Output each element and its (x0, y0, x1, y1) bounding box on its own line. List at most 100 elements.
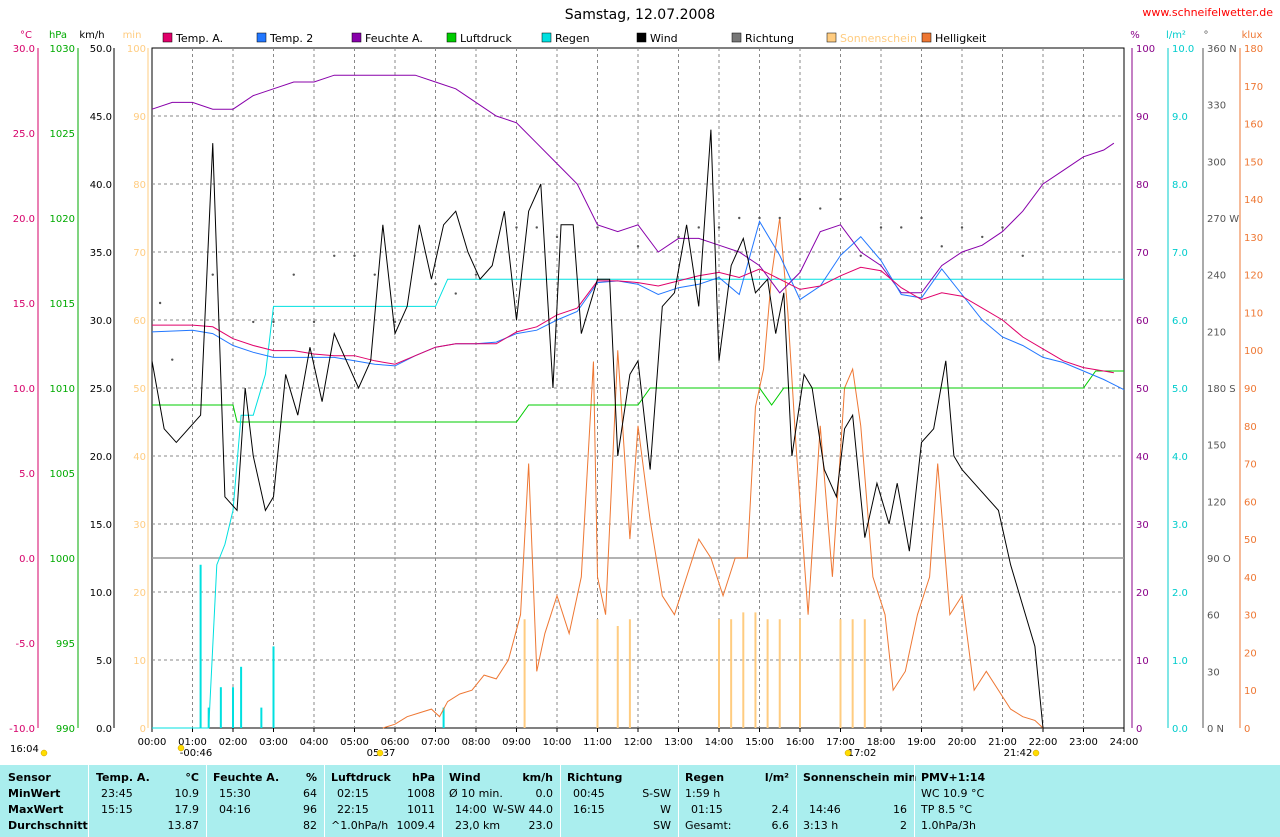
dir-axis-tick-label: 90 O (1207, 554, 1231, 565)
direction-point (960, 226, 964, 229)
direction-point (920, 216, 923, 220)
legend-label: Temp. 2 (269, 32, 313, 45)
time-tick-label: 00:00 (138, 737, 167, 748)
klux-axis-tick-label: 60 (1244, 497, 1257, 508)
sun-title: Sonnenschein min (803, 771, 917, 784)
klux-axis-tick-label: 40 (1244, 573, 1257, 584)
rain-axis-tick-label: 1.0 (1172, 656, 1188, 667)
legend-item: Regen (541, 32, 590, 45)
legend-swatch (162, 32, 173, 43)
direction-point (636, 245, 640, 248)
legend-item: Luftdruck (446, 32, 512, 45)
time-tick-label: 06:00 (381, 737, 410, 748)
rain-axis-tick-label: 8.0 (1172, 180, 1188, 191)
stats-panel: Sensor MinWert MaxWert Durchschnitt Temp… (0, 765, 1280, 837)
direction-point (555, 235, 559, 239)
min-axis-tick-label: 0 (140, 724, 146, 735)
direction-point (434, 282, 437, 286)
direction-point (879, 226, 883, 229)
chart-title: Samstag, 12.07.2008 (565, 7, 715, 23)
time-tick-label: 14:00 (705, 737, 734, 748)
klux-axis-tick-label: 80 (1244, 422, 1257, 433)
direction-point (353, 254, 356, 257)
legend-label: Sonnenschein (840, 32, 917, 45)
legend-item: Sonnenschein (826, 32, 917, 45)
hpa-axis-tick-label: 995 (56, 639, 75, 650)
direction-point (211, 273, 214, 276)
legend-swatch (921, 32, 932, 43)
klux-axis-tick-label: 130 (1244, 233, 1263, 244)
sun-marker-icon (844, 749, 852, 757)
stats-row-min: MinWert (8, 787, 61, 800)
stats-humid: Feuchte A. % 15:30 64 04:16 96 82 (206, 765, 325, 837)
kmh-axis-tick-label: 5.0 (96, 656, 112, 667)
direction-point (940, 245, 943, 248)
kmh-axis-tick-label: 15.0 (90, 520, 112, 531)
stats-pmv: PMV+1:14 WC 10.9 °C TP 8.5 °C 1.0hPa/3h (914, 765, 1280, 837)
sun-avg-value: 2 (900, 819, 907, 832)
klux-axis-tick-label: 110 (1244, 308, 1263, 319)
legend-swatch (731, 32, 742, 43)
unit-label: min (123, 30, 142, 41)
regen-line (152, 278, 1124, 729)
stats-dir: Richtung 00:45 S-SW 16:15 W SW (560, 765, 679, 837)
wind-avg10: Ø 10 min. (449, 787, 503, 800)
humid-title: Feuchte A. (213, 771, 280, 784)
legend-label: Wind (650, 32, 678, 45)
temp-axis-tick-label: 25.0 (13, 129, 35, 140)
sun-max-time: 14:46 (809, 803, 841, 816)
pmv-windchill: WC 10.9 °C (921, 787, 985, 800)
rain-axis-tick-label: 4.0 (1172, 452, 1188, 463)
sun-time-label: 21:42 (1004, 748, 1033, 759)
stats-row-max: MaxWert (8, 803, 64, 816)
legend-item: Wind (636, 32, 678, 45)
legend-item: Helligkeit (921, 32, 987, 45)
kmh-axis-tick-label: 50.0 (90, 44, 112, 55)
time-tick-label: 10:00 (543, 737, 572, 748)
wind-avg-value: 23.0 (528, 819, 554, 832)
dir-axis-tick-label: 60 (1207, 611, 1220, 622)
time-tick-label: 11:00 (583, 737, 612, 748)
time-tick-label: 21:00 (988, 737, 1017, 748)
time-tick-label: 05:00 (340, 737, 369, 748)
time-tick-label: 12:00 (624, 737, 653, 748)
sun-time-label: 16:04 (10, 744, 39, 755)
stats-sensor-col: Sensor MinWert MaxWert Durchschnitt (0, 765, 88, 837)
min-axis-tick-label: 60 (133, 316, 146, 327)
kmh-axis-tick-label: 45.0 (90, 112, 112, 123)
rain-axis-tick-label: 6.0 (1172, 316, 1188, 327)
dir-axis-tick-label: 330 (1207, 101, 1226, 112)
stats-wind: Wind km/h Ø 10 min. 0.0 14:00 W-SW 44.0 … (442, 765, 561, 837)
feuchte-line (151, 74, 1115, 294)
temp-axis-tick-label: 30.0 (13, 44, 35, 55)
min-axis-tick-label: 20 (133, 588, 146, 599)
hpa-axis-tick-label: 1015 (50, 299, 75, 310)
direction-point (819, 207, 822, 210)
direction-point (333, 254, 336, 257)
rain-total-value: 6.6 (771, 819, 790, 832)
pct-axis-tick-label: 70 (1136, 248, 1149, 259)
sun-time-label: 17:02 (848, 748, 877, 759)
dir-max-time: 16:15 (573, 803, 605, 816)
stats-rain: Regen l/m² 1:59 h 01:15 2.4 Gesamt: 6.6 (678, 765, 797, 837)
direction-point (312, 320, 316, 324)
direction-point (515, 226, 518, 229)
direction-point (171, 358, 174, 361)
site-link[interactable]: www.schneifelwetter.de (1142, 6, 1273, 19)
wind-min-value: 0.0 (535, 787, 554, 800)
dir-min-value: S-SW (642, 787, 671, 800)
kmh-axis-tick-label: 0.0 (96, 724, 112, 735)
min-axis-tick-label: 90 (133, 112, 146, 123)
press-max-value: 1011 (407, 803, 435, 816)
direction-point (717, 226, 721, 229)
min-axis-tick-label: 40 (133, 452, 146, 463)
pct-axis-tick-label: 40 (1136, 452, 1149, 463)
temp-axis-tick-label: 15.0 (13, 299, 35, 310)
pct-axis-tick-label: 50 (1136, 384, 1149, 395)
pmv-title: PMV+1:14 (921, 771, 986, 784)
direction-point (859, 254, 862, 257)
pct-axis-tick-label: 0 (1136, 724, 1142, 735)
dir-axis-tick-label: 30 (1207, 667, 1220, 678)
kmh-axis-tick-label: 25.0 (90, 384, 112, 395)
legend-item: Temp. 2 (256, 32, 313, 45)
